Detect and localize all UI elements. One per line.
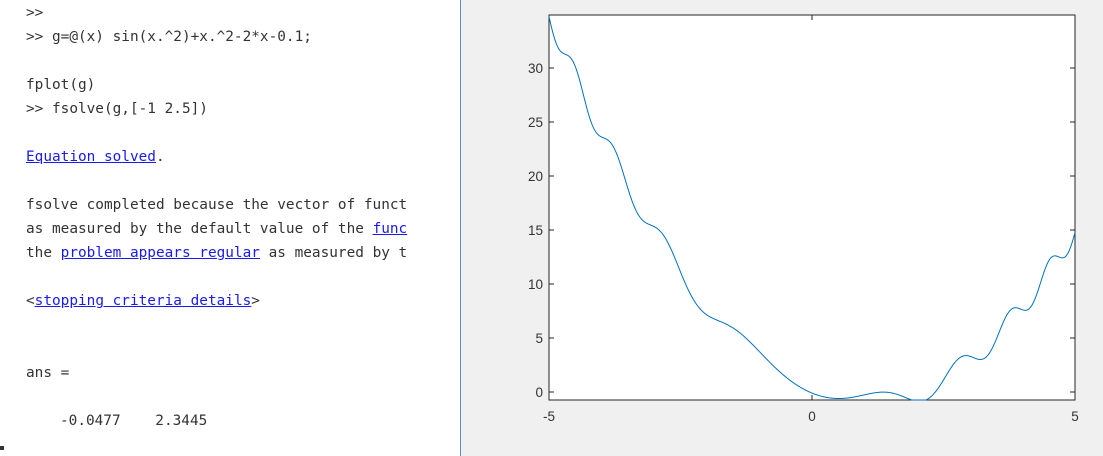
- message-line-1: fsolve completed because the vector of f…: [26, 197, 408, 213]
- axes-background: [548, 14, 1076, 401]
- x-tick-label: 5: [1071, 409, 1079, 424]
- x-tick-label: -5: [543, 409, 555, 424]
- y-tick-label: 15: [528, 223, 543, 238]
- y-tick-label: 20: [528, 169, 543, 184]
- stopping-criteria-line: <stopping criteria details>: [26, 292, 260, 310]
- stopping-criteria-close: >: [251, 293, 260, 309]
- ans-values: -0.0477 2.3445: [34, 413, 208, 429]
- y-tick-label: 25: [528, 115, 543, 130]
- command-line-fsolve: >> fsolve(g,[-1 2.5]): [26, 101, 208, 117]
- message-line-3-prefix: the: [26, 245, 61, 261]
- data-line: [548, 16, 1076, 401]
- command-line-define: >> g=@(x) sin(x.^2)+x.^2-2*x-0.1;: [26, 29, 312, 45]
- problem-regular-link[interactable]: problem appears regular: [60, 245, 260, 261]
- axis-ticks: [548, 15, 1076, 400]
- message-line-2: as measured by the default value of the …: [26, 220, 407, 238]
- message-line-3-suffix: as measured by t: [259, 245, 408, 261]
- function-tolerance-link[interactable]: func: [372, 221, 408, 237]
- equation-solved-line: Equation solved.: [26, 148, 165, 166]
- x-tick-label: 0: [808, 409, 816, 424]
- figure-window[interactable]: -5 0 5 0 5 10 15 20 25 30: [460, 0, 1103, 456]
- y-tick-label: 10: [528, 277, 543, 292]
- y-tick-label: 30: [528, 61, 543, 76]
- scroll-marker: [0, 446, 4, 450]
- command-line-fplot: fplot(g): [26, 77, 96, 93]
- equation-solved-period: .: [155, 149, 165, 165]
- y-tick-label: 0: [535, 385, 543, 400]
- stopping-criteria-open: <: [26, 293, 35, 309]
- prompt-line: >>: [26, 5, 44, 21]
- message-line-2-text: as measured by the default value of the: [26, 221, 373, 237]
- ans-label: ans =: [26, 365, 70, 381]
- message-line-3: the problem appears regular as measured …: [26, 244, 407, 262]
- stopping-criteria-link[interactable]: stopping criteria details: [34, 293, 252, 309]
- command-window[interactable]: >> >> g=@(x) sin(x.^2)+x.^2-2*x-0.1; fpl…: [0, 0, 470, 456]
- equation-solved-link[interactable]: Equation solved: [26, 149, 156, 165]
- y-tick-label: 5: [535, 331, 543, 346]
